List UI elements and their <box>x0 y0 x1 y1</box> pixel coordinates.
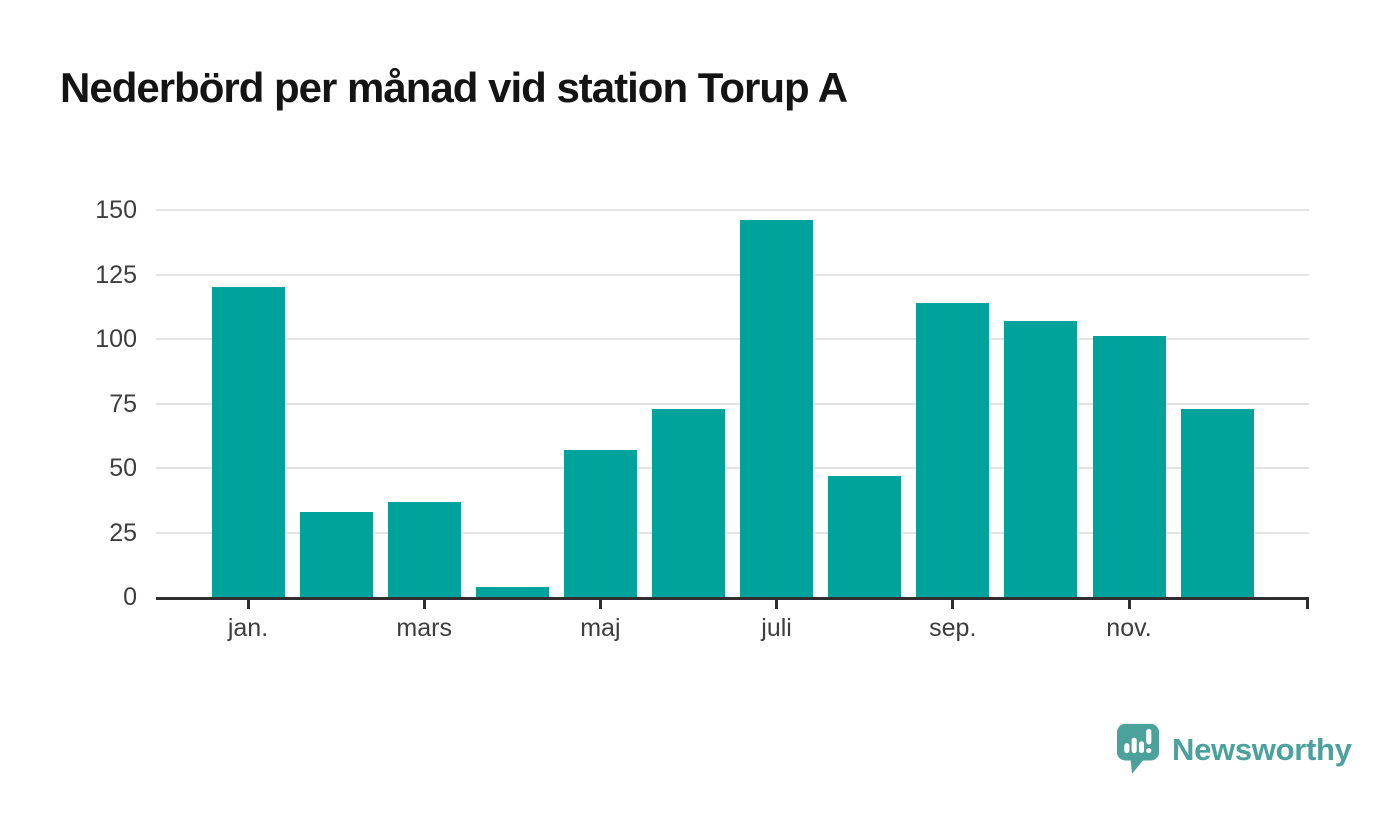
y-axis-tick-label: 0 <box>123 583 137 611</box>
bar-month-11 <box>1092 336 1166 597</box>
x-axis-tick <box>598 600 602 609</box>
bar-month-9 <box>916 302 990 597</box>
x-axis-tick-label: nov. <box>1106 614 1152 642</box>
bar-month-3 <box>387 501 461 597</box>
gridline <box>156 273 1309 276</box>
bar-month-6 <box>652 408 725 597</box>
bar-month-1 <box>211 287 285 597</box>
y-axis-tick-label: 125 <box>95 260 137 289</box>
x-axis-tick <box>246 600 250 609</box>
x-axis-tick <box>422 600 426 609</box>
newsworthy-logo-icon <box>1116 723 1160 774</box>
bar-month-4 <box>475 586 549 597</box>
y-axis-tick-label: 150 <box>95 196 137 224</box>
y-axis-tick-label: 25 <box>109 518 137 547</box>
gridline <box>156 402 1309 405</box>
y-axis-tick-label: 75 <box>109 389 137 418</box>
bar-chart-plot-area <box>156 209 1309 597</box>
bar-month-7 <box>740 220 814 597</box>
x-axis-tick-label: mars <box>396 614 452 642</box>
x-axis-tick-label: jan. <box>227 614 269 642</box>
x-axis-tick-label: juli <box>761 614 792 642</box>
y-axis-tick-label: 50 <box>109 454 137 482</box>
bar-month-8 <box>828 475 902 597</box>
x-axis-tick-label: sep. <box>929 614 977 642</box>
x-axis-end-tick <box>1306 600 1309 609</box>
bar-month-2 <box>299 511 373 597</box>
x-axis-line <box>156 597 1309 600</box>
x-axis-tick <box>951 600 955 609</box>
gridline <box>156 531 1309 534</box>
y-axis-tick-label: 100 <box>95 325 137 353</box>
gridline <box>156 338 1309 340</box>
newsworthy-logo-text: Newsworthy <box>1172 731 1352 767</box>
x-axis-tick-label: maj <box>580 614 621 642</box>
chart-title: Nederbörd per månad vid station Torup A <box>60 64 848 111</box>
x-axis-tick <box>1127 600 1131 609</box>
bar-month-10 <box>1004 320 1078 597</box>
bar-month-5 <box>563 449 637 597</box>
x-axis-tick <box>775 600 779 609</box>
gridline <box>156 467 1309 469</box>
gridline <box>156 209 1309 211</box>
bar-month-12 <box>1180 408 1254 597</box>
newsworthy-logo: Newsworthy <box>1116 723 1352 776</box>
